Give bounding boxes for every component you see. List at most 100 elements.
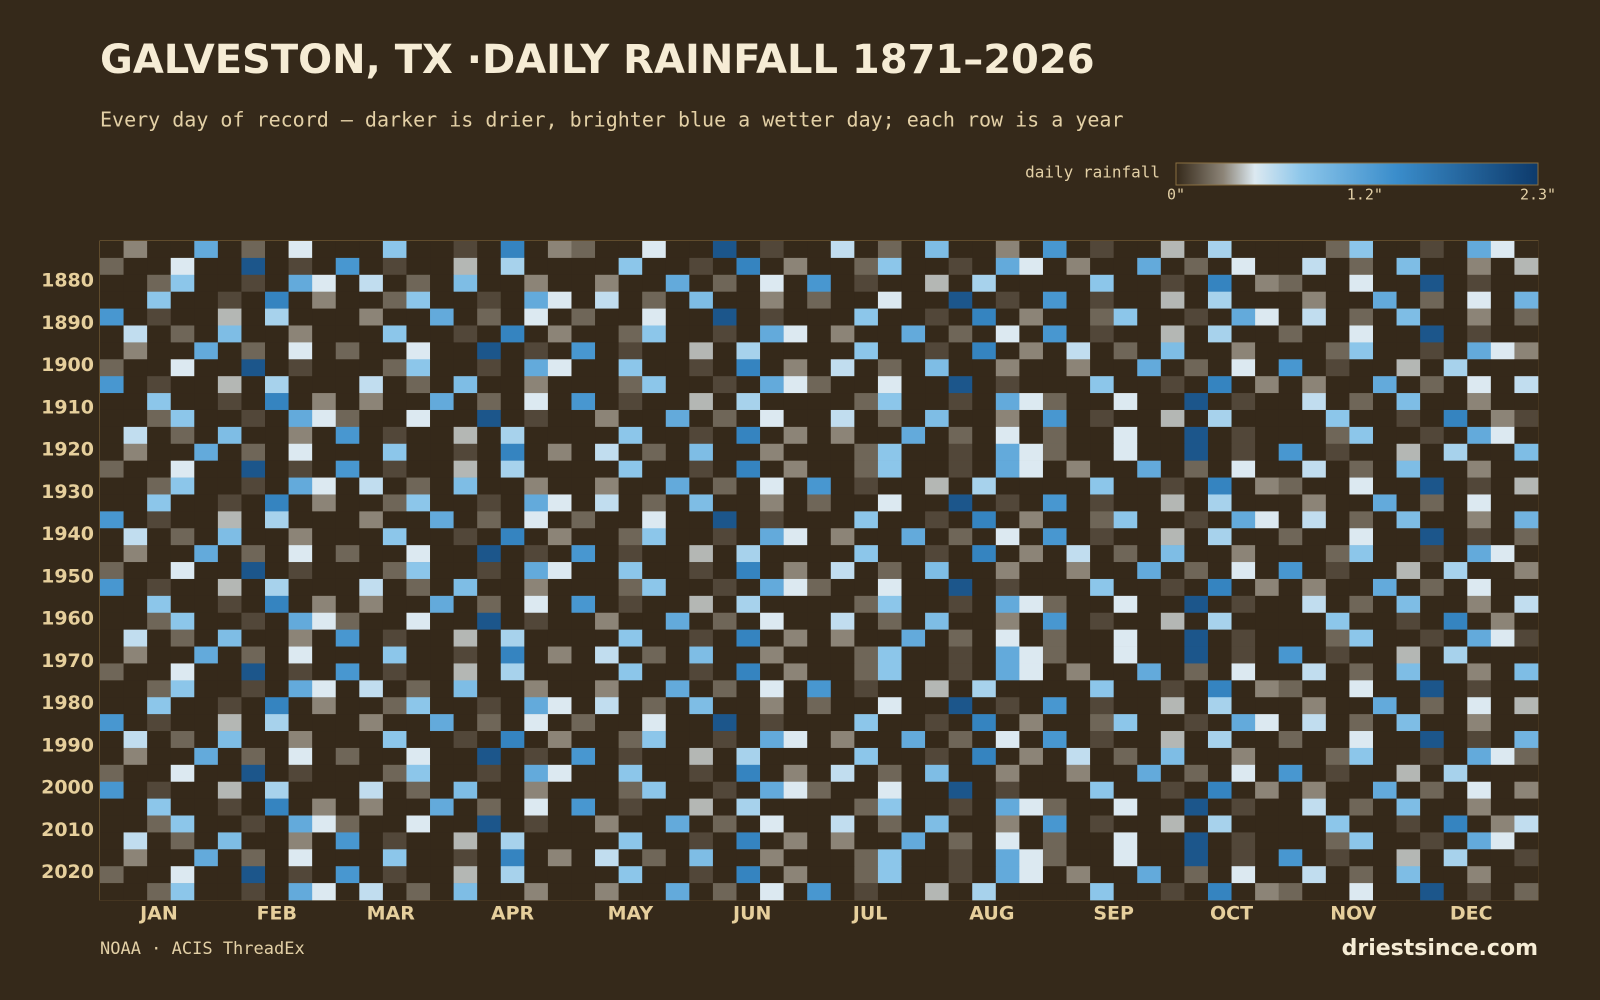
rain-cell <box>265 257 289 276</box>
rain-cell <box>1372 241 1397 259</box>
rain-cell <box>265 359 289 377</box>
rain-cell <box>547 629 572 647</box>
rain-cell <box>406 731 431 749</box>
rain-cell <box>642 460 667 478</box>
rain-cell <box>1066 443 1091 461</box>
rain-cell <box>1042 274 1067 292</box>
rain-cell <box>288 443 313 461</box>
rain-cell <box>406 562 431 580</box>
rain-cell <box>1443 257 1468 276</box>
rain-cell <box>241 393 266 411</box>
rain-cell <box>1231 511 1256 529</box>
rain-cell <box>1207 325 1232 343</box>
rain-cell <box>1302 426 1327 445</box>
rain-cell <box>453 359 478 377</box>
rain-cell <box>783 342 808 360</box>
rain-cell <box>359 714 384 732</box>
rain-cell <box>925 781 949 799</box>
rain-cell <box>1302 866 1327 884</box>
rain-cell <box>642 883 667 901</box>
rain-cell <box>1160 426 1185 445</box>
rain-cell <box>265 747 289 766</box>
rain-cell <box>147 376 172 394</box>
rain-cell <box>241 612 266 630</box>
rain-cell <box>995 342 1020 360</box>
rain-cell <box>1042 511 1067 529</box>
rain-cell <box>1160 511 1185 529</box>
rain-cell <box>736 376 761 394</box>
rain-cell <box>524 528 549 546</box>
rain-cell <box>1160 241 1185 259</box>
rain-cell <box>1420 798 1445 816</box>
rain-cell <box>1396 409 1421 428</box>
rain-cell <box>760 291 784 309</box>
rain-cell <box>477 342 502 360</box>
rain-cell <box>147 274 172 292</box>
rain-cell <box>194 849 219 867</box>
rain-cell <box>547 494 572 512</box>
rain-cell <box>288 849 313 867</box>
rain-cell <box>1372 866 1397 884</box>
rain-cell <box>1514 680 1539 698</box>
rain-cell <box>571 545 596 563</box>
rain-cell <box>1302 798 1327 816</box>
rain-cell <box>877 494 902 512</box>
rain-cell <box>312 409 337 428</box>
rain-cell <box>783 443 808 461</box>
rain-cell <box>1090 494 1114 512</box>
chart-subtitle: Every day of record — darker is drier, b… <box>100 108 1124 132</box>
rain-cell <box>830 325 855 343</box>
rain-cell <box>1231 342 1256 360</box>
rain-cell <box>665 849 690 867</box>
rain-cell <box>147 477 172 495</box>
rain-cell <box>1349 578 1374 597</box>
rain-cell <box>547 697 572 715</box>
rain-cell <box>147 426 172 445</box>
rain-cell <box>595 747 619 766</box>
rain-cell <box>1302 562 1327 580</box>
rain-cell <box>689 595 714 614</box>
rain-cell <box>1372 832 1397 850</box>
rain-cell <box>925 562 949 580</box>
rain-cell <box>712 629 737 647</box>
rain-cell <box>1467 241 1492 259</box>
rain-cell <box>1042 291 1067 309</box>
rain-cell <box>1042 663 1067 681</box>
rain-cell <box>1490 342 1515 360</box>
rain-cell <box>595 325 619 343</box>
rain-cell <box>618 257 643 276</box>
rain-cell <box>1490 477 1515 495</box>
rain-cell <box>972 714 997 732</box>
rain-cell <box>925 308 949 326</box>
rain-cell <box>430 849 454 867</box>
rain-cell <box>170 629 195 647</box>
rain-cell <box>312 393 337 411</box>
rain-cell <box>712 308 737 326</box>
rain-cell <box>359 511 384 529</box>
rain-cell <box>217 731 242 749</box>
rain-cell <box>995 257 1020 276</box>
rain-cell <box>783 578 808 597</box>
rain-cell <box>571 714 596 732</box>
rain-cell <box>1019 764 1044 783</box>
rain-cell <box>1090 798 1114 816</box>
rain-cell <box>830 747 855 766</box>
rain-cell <box>760 257 784 276</box>
rain-cell <box>1231 832 1256 850</box>
rain-cell <box>123 680 148 698</box>
rain-cell <box>1396 612 1421 630</box>
rain-cell <box>1066 477 1091 495</box>
rain-cell <box>1490 443 1515 461</box>
rain-cell <box>571 764 596 783</box>
rain-cell <box>995 528 1020 546</box>
rain-cell <box>807 494 832 512</box>
rain-cell <box>547 595 572 614</box>
rain-cell <box>1255 764 1279 783</box>
rain-cell <box>760 274 784 292</box>
rain-cell <box>783 629 808 647</box>
rain-cell <box>571 798 596 816</box>
rain-cell <box>265 595 289 614</box>
rain-cell <box>571 426 596 445</box>
rain-cell <box>1066 731 1091 749</box>
rain-cell <box>382 359 407 377</box>
